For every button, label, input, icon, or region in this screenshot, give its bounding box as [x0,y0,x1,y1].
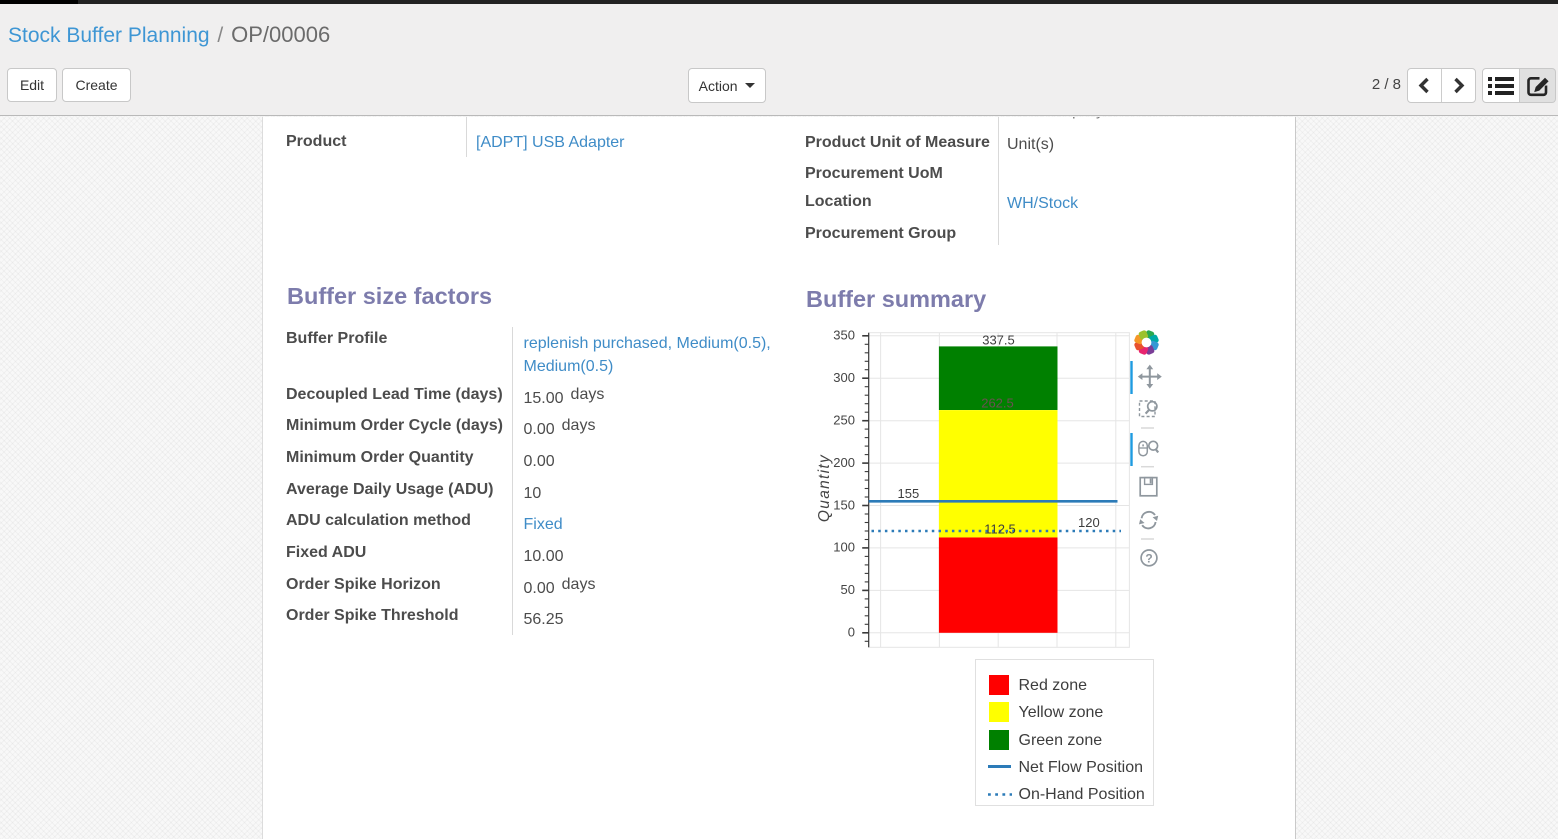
svg-text:350: 350 [833,328,855,343]
svg-text:112.5: 112.5 [984,521,1016,536]
svg-text:250: 250 [833,413,855,428]
svg-text:?: ? [1145,552,1152,566]
svg-text:200: 200 [833,455,855,470]
svg-text:262.5: 262.5 [981,396,1014,411]
svg-text:Quantity: Quantity [816,454,833,522]
svg-text:150: 150 [833,497,855,512]
svg-text:155: 155 [898,486,920,501]
svg-text:0: 0 [848,625,855,640]
svg-text:100: 100 [833,540,855,555]
svg-text:337.5: 337.5 [982,332,1015,347]
svg-text:300: 300 [833,370,855,385]
svg-text:120: 120 [1078,515,1100,530]
svg-text:50: 50 [841,582,855,597]
